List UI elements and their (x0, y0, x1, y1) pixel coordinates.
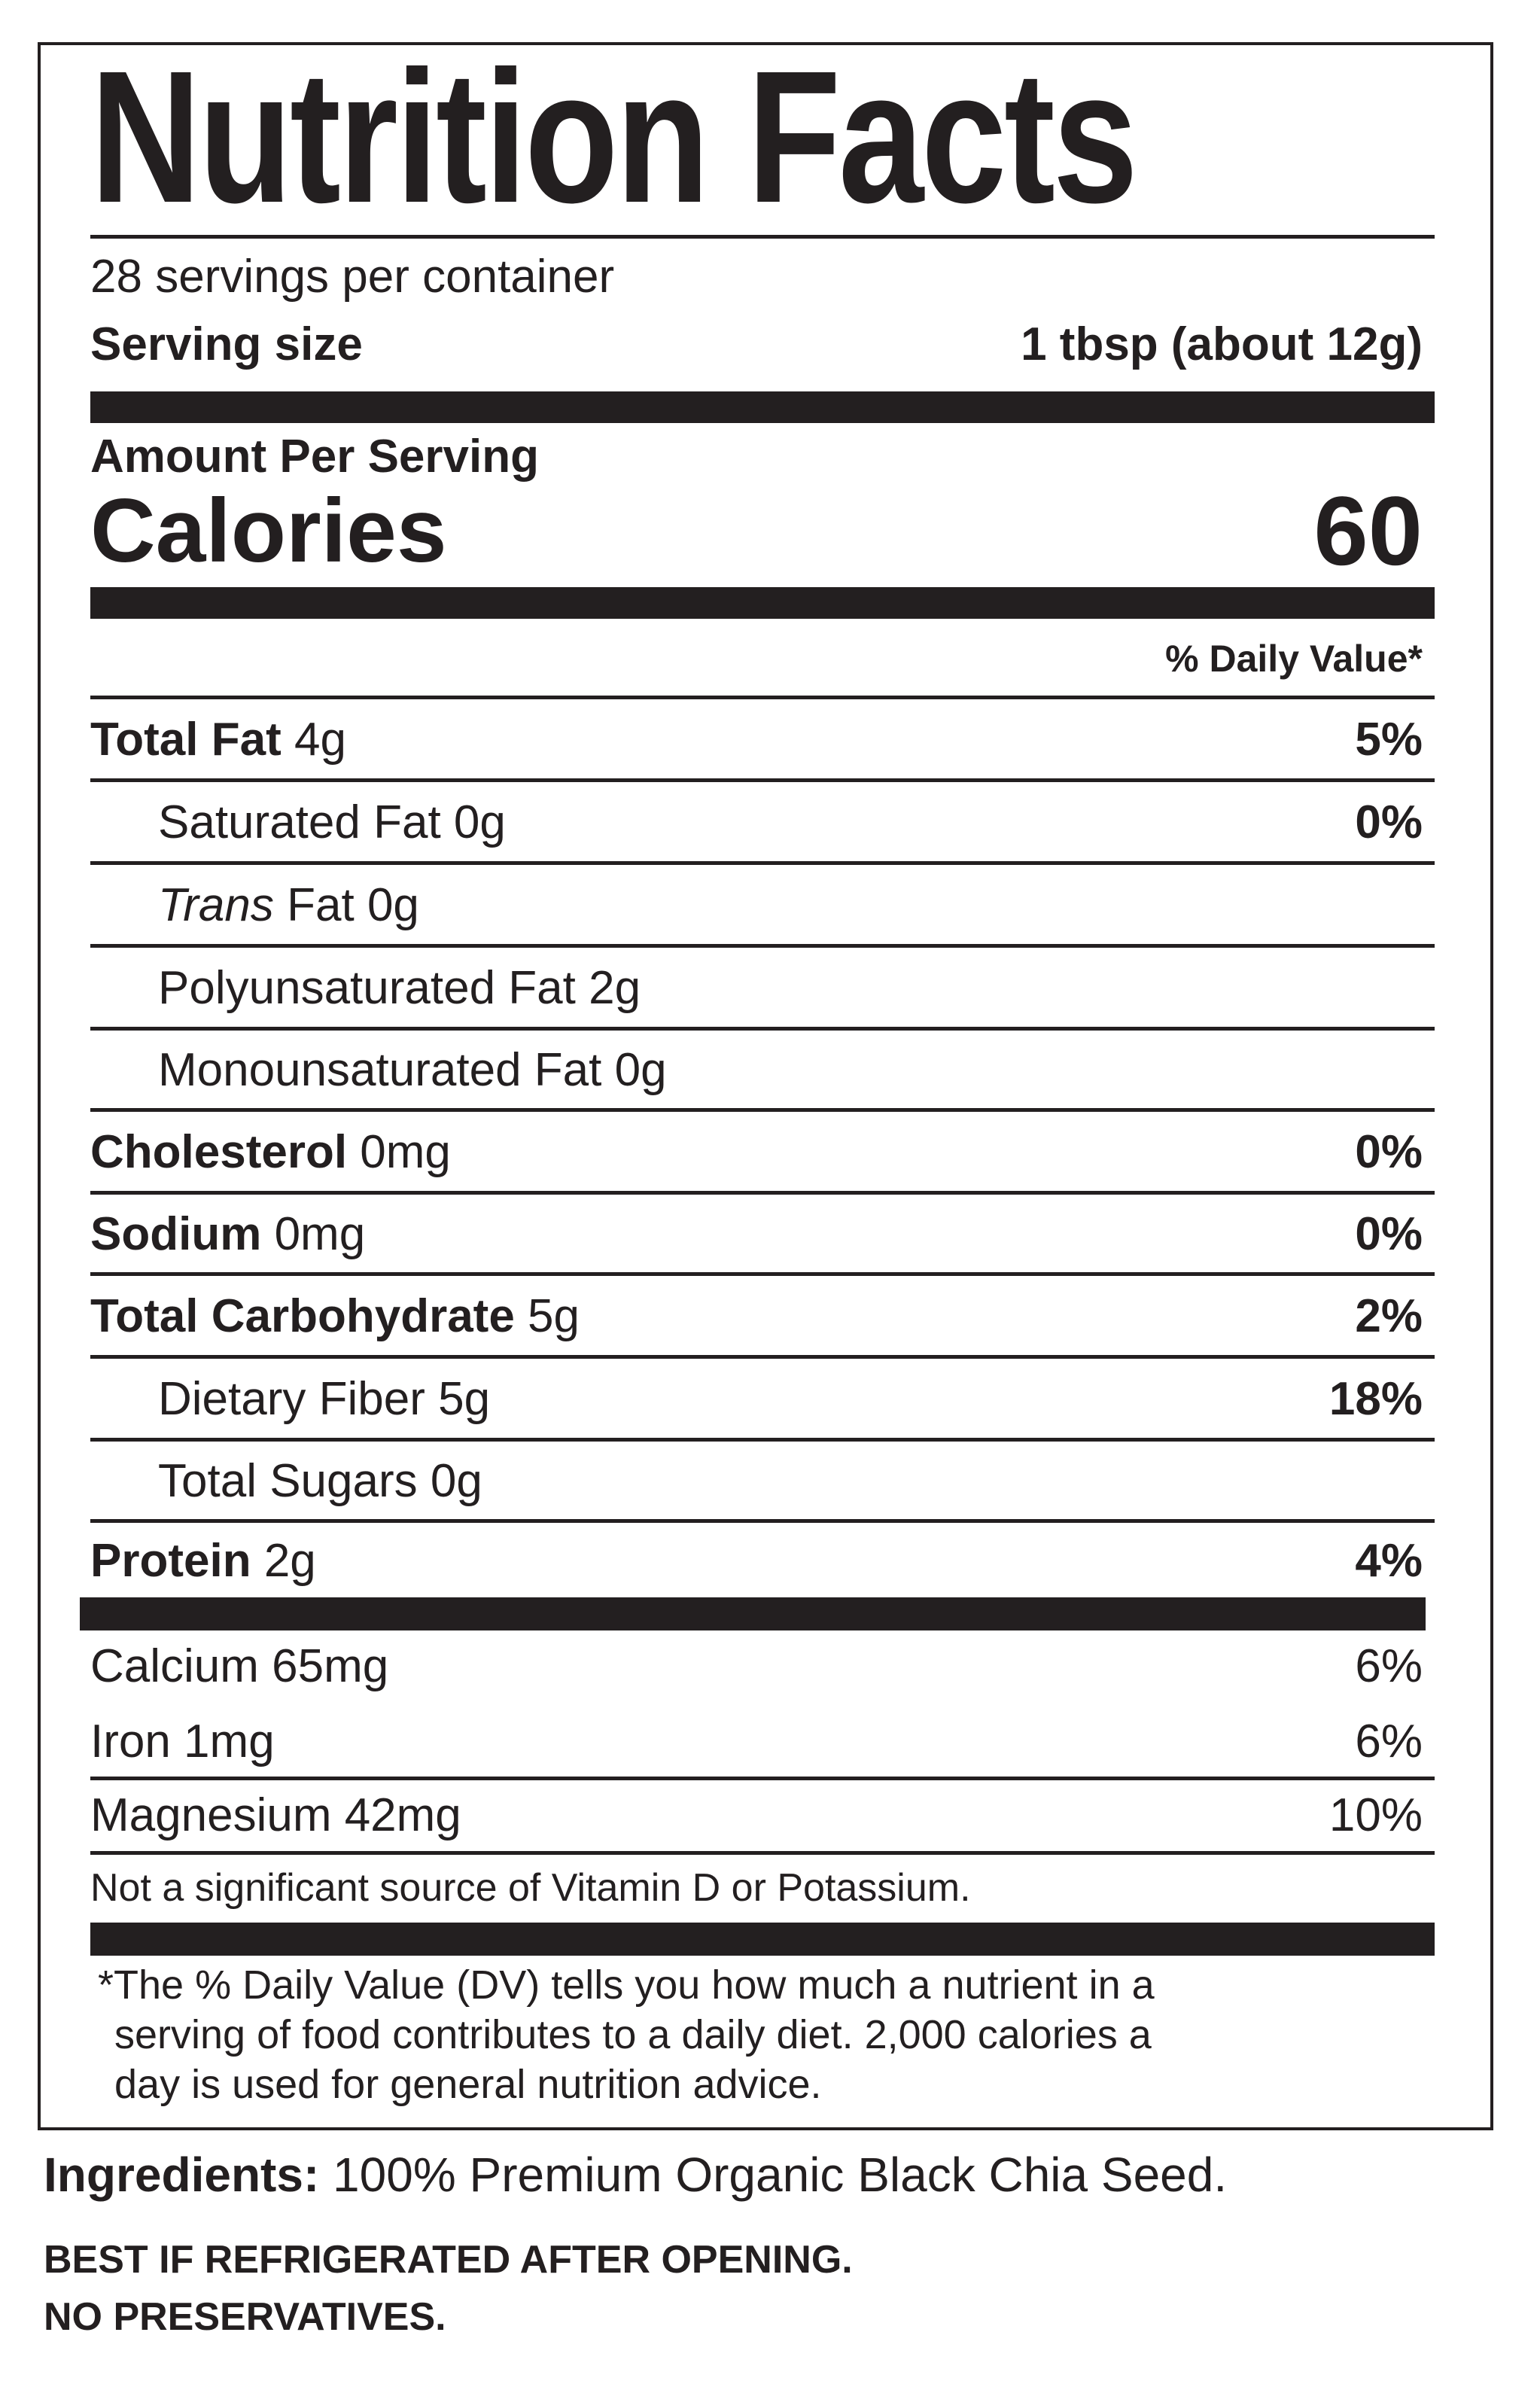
nutrient-row-saturated-fat: Saturated Fat 0g 0% (158, 782, 1423, 862)
nutrient-name: Total Sugars (158, 1454, 418, 1507)
nutrient-name: Sodium (90, 1207, 262, 1260)
thick-divider (90, 391, 1435, 423)
thick-divider (90, 1923, 1435, 1956)
nutrient-amount: 0g (453, 796, 506, 848)
nutrient-row-monounsaturated-fat: Monounsaturated Fat 0g (158, 1031, 1423, 1109)
divider (90, 1108, 1435, 1112)
nutrient-amount: 4g (294, 713, 346, 766)
nutrient-name: Cholesterol (90, 1125, 348, 1178)
divider (90, 235, 1435, 239)
nutrient-dv: 2% (1355, 1289, 1423, 1342)
nutrient-amount: 2g (263, 1534, 316, 1587)
nutrient-row-total-fat: Total Fat 4g 5% (90, 699, 1423, 779)
preservatives-notice: NO PRESERVATIVES. (44, 2295, 446, 2339)
nutrient-row-total-sugars: Total Sugars 0g (158, 1442, 1423, 1520)
divider (90, 1027, 1435, 1031)
divider (90, 1191, 1435, 1195)
nutrient-name: Protein (90, 1534, 251, 1587)
servings-text: 28 servings per container (90, 250, 615, 303)
ingredients-label: Ingredients: (44, 2148, 320, 2202)
divider (90, 1355, 1435, 1359)
nutrient-row-cholesterol: Cholesterol 0mg 0% (90, 1112, 1423, 1192)
label-title: Nutrition Facts (90, 32, 1138, 242)
footnote-line: serving of food contributes to a daily d… (114, 2012, 1152, 2057)
nutrient-amount: 0g (614, 1043, 667, 1096)
mineral-label: Iron 1mg (90, 1715, 275, 1767)
not-significant-note: Not a significant source of Vitamin D or… (90, 1858, 1423, 1918)
thick-divider (90, 587, 1435, 619)
divider (90, 1519, 1435, 1523)
nutrient-name: Monounsaturated Fat (158, 1043, 602, 1096)
nutrient-name: Dietary Fiber (158, 1372, 425, 1425)
divider (90, 1272, 1435, 1276)
nutrient-amount: 5g (438, 1372, 491, 1425)
nutrient-name: Total Fat (90, 713, 282, 766)
amount-per-serving-text: Amount Per Serving (90, 430, 539, 483)
nutrient-row-trans-fat: Trans Fat 0g (158, 865, 1423, 945)
nutrient-row-protein: Protein 2g 4% (90, 1523, 1423, 1598)
nutrient-row-dietary-fiber: Dietary Fiber 5g 18% (158, 1359, 1423, 1439)
servings-per-container: 28 servings per container (90, 250, 1423, 303)
amount-per-serving: Amount Per Serving (90, 430, 1423, 483)
footnote-line: *The % Daily Value (DV) tells you how mu… (98, 1962, 1155, 2008)
divider (90, 861, 1435, 865)
nutrient-dv: 0% (1355, 796, 1423, 848)
divider (90, 944, 1435, 948)
divider (90, 1851, 1435, 1855)
nutrition-label-frame (38, 42, 1493, 2130)
divider (90, 1438, 1435, 1442)
nutrient-dv: 18% (1328, 1372, 1423, 1425)
mineral-row-iron: Iron 1mg 6% (90, 1709, 1423, 1774)
nutrient-dv: 0% (1355, 1125, 1423, 1178)
nutrient-amount: 0g (430, 1454, 482, 1507)
nutrient-amount: 0g (367, 878, 419, 931)
nutrient-dv: 5% (1355, 713, 1423, 766)
nutrient-row-sodium: Sodium 0mg 0% (90, 1195, 1423, 1273)
thick-divider (80, 1597, 1426, 1630)
nutrient-amount: 2g (589, 961, 641, 1014)
serving-size-value: 1 tbsp (about 12g) (1021, 318, 1423, 370)
mineral-dv: 6% (1355, 1640, 1423, 1692)
mineral-label: Magnesium 42mg (90, 1789, 461, 1841)
footnote-line: day is used for general nutrition advice… (114, 2062, 822, 2107)
serving-size-label: Serving size (90, 318, 363, 370)
nutrient-row-total-carbohydrate: Total Carbohydrate 5g 2% (90, 1276, 1423, 1356)
mineral-row-calcium: Calcium 65mg 6% (90, 1633, 1423, 1698)
divider (90, 778, 1435, 782)
nutrient-row-polyunsaturated-fat: Polyunsaturated Fat 2g (158, 948, 1423, 1028)
mineral-label: Calcium 65mg (90, 1640, 389, 1692)
ingredients-text: 100% Premium Organic Black Chia Seed. (333, 2148, 1228, 2202)
daily-value-header: % Daily Value* (90, 634, 1423, 684)
nutrient-name: Saturated Fat (158, 796, 441, 848)
calories-label: Calories (90, 480, 447, 581)
nutrient-amount: 0mg (274, 1207, 366, 1260)
not-significant-text: Not a significant source of Vitamin D or… (90, 1866, 971, 1910)
nutrient-amount: 0mg (360, 1125, 451, 1178)
nutrient-name: Total Carbohydrate (90, 1289, 515, 1342)
nutrient-name-italic: Trans (158, 878, 274, 931)
storage-notice: BEST IF REFRIGERATED AFTER OPENING. (44, 2238, 853, 2282)
mineral-dv: 10% (1328, 1789, 1423, 1841)
mineral-row-magnesium: Magnesium 42mg 10% (90, 1781, 1423, 1849)
divider (90, 696, 1435, 699)
nutrient-name: Fat (287, 878, 355, 931)
mineral-dv: 6% (1355, 1715, 1423, 1767)
nutrient-name: Polyunsaturated Fat (158, 961, 576, 1014)
nutrient-dv: 0% (1355, 1207, 1423, 1260)
calories-row: Calories 60 (90, 476, 1423, 586)
calories-value: 60 (1313, 476, 1423, 586)
dv-header-text: % Daily Value* (1165, 638, 1423, 680)
daily-value-footnote: *The % Daily Value (DV) tells you how mu… (98, 1960, 1377, 2109)
divider (90, 1777, 1435, 1780)
ingredients: Ingredients: 100% Premium Organic Black … (44, 2147, 1227, 2203)
serving-size-row: Serving size 1 tbsp (about 12g) (90, 318, 1423, 370)
nutrient-dv: 4% (1355, 1534, 1423, 1587)
nutrient-amount: 5g (528, 1289, 580, 1342)
